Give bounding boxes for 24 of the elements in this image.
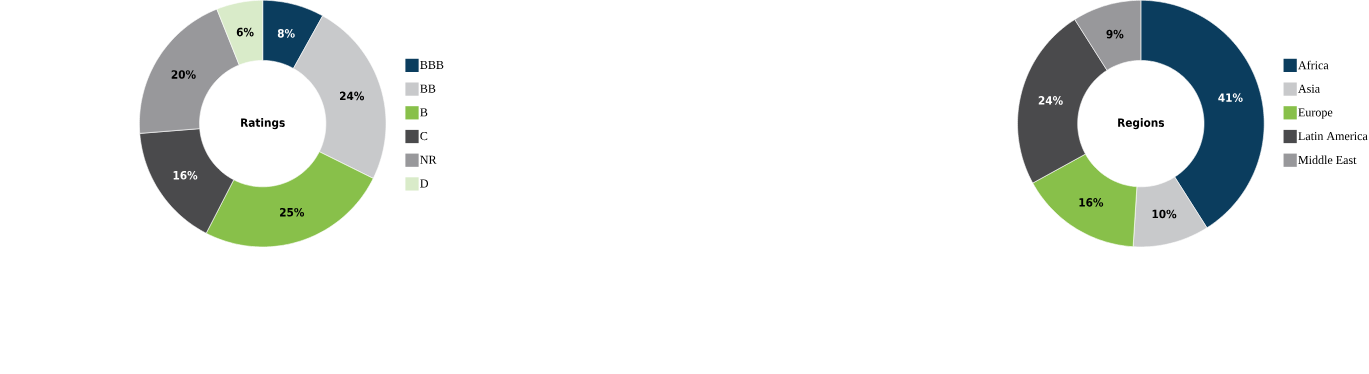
legend-label: BBB bbox=[420, 61, 444, 69]
legend-label: BB bbox=[420, 84, 436, 93]
legend-label: C bbox=[420, 132, 428, 141]
data-label: 6% bbox=[236, 27, 254, 37]
data-label: 24% bbox=[1038, 96, 1063, 105]
legend-label: Europe bbox=[1298, 108, 1333, 119]
legend-label: Asia bbox=[1298, 84, 1320, 93]
legend-label: Latin America bbox=[1298, 132, 1368, 141]
data-label: 10% bbox=[1152, 209, 1177, 219]
legend-label: Middle East bbox=[1298, 155, 1357, 165]
data-label: 20% bbox=[171, 70, 196, 79]
data-label: 25% bbox=[280, 207, 305, 217]
data-label: 9% bbox=[1106, 29, 1124, 39]
text: Ratings bbox=[241, 118, 285, 130]
text: Regions bbox=[1118, 118, 1165, 130]
data-label: 24% bbox=[340, 91, 365, 101]
legend-label: NR bbox=[420, 155, 437, 164]
data-label: 16% bbox=[1079, 198, 1104, 207]
legend-label: Africa bbox=[1298, 60, 1329, 70]
data-label: 41% bbox=[1218, 93, 1243, 102]
data-label: 16% bbox=[173, 170, 198, 180]
legend-label: D bbox=[420, 179, 429, 188]
legend-label: B bbox=[420, 108, 428, 117]
data-label: 8% bbox=[277, 29, 295, 38]
